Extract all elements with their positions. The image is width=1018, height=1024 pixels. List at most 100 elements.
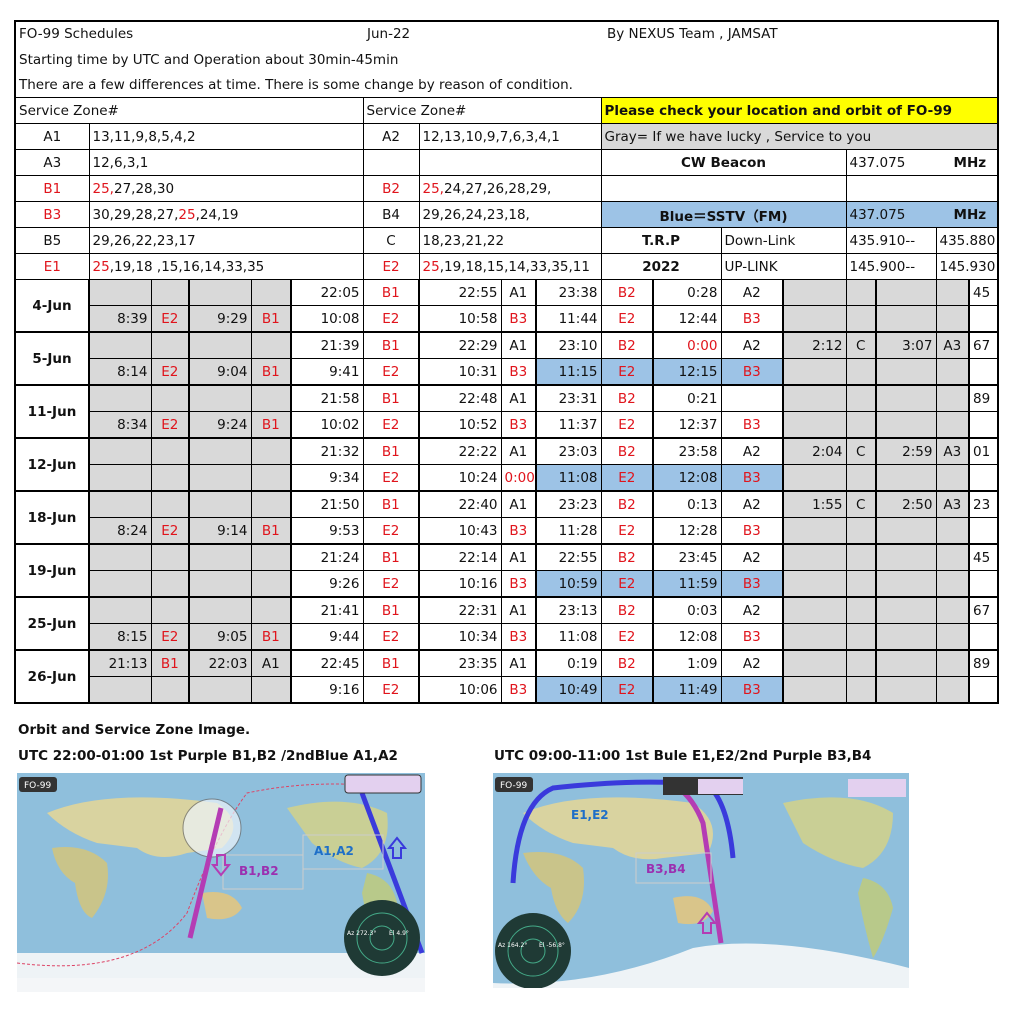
- up-arrow-icon: [386, 836, 408, 859]
- schedule-row: 8:39 E2 9:29 B1 10:08 E2 10:58 B3 11:44 E2 12:44 B3: [15, 305, 999, 333]
- pass-zone: [935, 623, 970, 651]
- pass-zone: [845, 543, 877, 571]
- zone-label: A2: [362, 123, 420, 150]
- pass-zone: [935, 411, 970, 439]
- pass-zone: [250, 384, 292, 412]
- pass-zone: A3: [935, 437, 970, 465]
- pass-time: [782, 570, 847, 598]
- zone-label: [362, 149, 420, 176]
- pass-number: 45: [967, 543, 999, 571]
- pass-number-empty: [967, 517, 999, 545]
- frequency: 437.075: [849, 154, 906, 171]
- pass-zone: E2: [362, 358, 420, 386]
- cw-beacon-label: CW Beacon: [600, 149, 847, 176]
- pass-zone: B3: [500, 305, 537, 333]
- pass-zone: [935, 305, 970, 333]
- operation-note: Starting time by UTC and Operation about…: [14, 47, 999, 72]
- pass-date: 5-Jun: [14, 331, 90, 386]
- pass-zone: E2: [362, 305, 420, 333]
- zone-numbers: 29,26,22,23,17: [88, 227, 364, 254]
- pass-time: [875, 279, 937, 306]
- pass-zone: A2: [720, 649, 784, 677]
- pass-zone: A2: [720, 279, 784, 306]
- pass-time: [875, 649, 937, 677]
- zone-numbers: 25,27,28,30: [88, 175, 364, 202]
- pass-zone: B2: [600, 331, 654, 359]
- uplink-from: 145.900--: [845, 253, 937, 280]
- pass-time: 11:08: [535, 623, 602, 651]
- schedule-row: 9:16 E2 10:06 B3 10:49 E2 11:49 B3: [15, 676, 999, 704]
- pass-time: 10:43: [418, 517, 502, 545]
- pass-time: 22:45: [290, 649, 364, 677]
- pass-time: 23:10: [535, 331, 602, 359]
- pass-zone: [935, 596, 970, 624]
- pass-zone: A1: [500, 384, 537, 412]
- pass-time: 8:34: [88, 411, 152, 439]
- pass-zone: B2: [600, 490, 654, 518]
- pass-zone: A3: [935, 331, 970, 359]
- zone-number-list: 24,27,26,28,29,: [443, 180, 552, 197]
- pass-zone: [845, 411, 877, 439]
- pass-time: [88, 490, 152, 518]
- pass-number-empty: [967, 305, 999, 333]
- pass-date: 18-Jun: [14, 490, 90, 545]
- map2-badge: FO-99: [500, 781, 527, 791]
- pass-time: 0:00: [652, 331, 722, 359]
- pass-zone: [150, 279, 190, 306]
- schedule-row: 5-Jun 21:39 B1 22:29 A1 23:10 B2 0:00 A2 2:12 C 3:0…: [14, 331, 999, 386]
- pass-time: 9:44: [290, 623, 364, 651]
- map1-azimuth: Az 272.3°: [347, 930, 376, 937]
- pass-zone: E2: [150, 517, 190, 545]
- pass-time: 0:21: [652, 384, 722, 412]
- pass-zone: [150, 490, 190, 518]
- pass-time: [782, 676, 847, 704]
- zone-numbers: 12,13,10,9,7,6,3,4,1: [418, 123, 602, 150]
- pass-zone: [845, 570, 877, 598]
- pass-number: 01: [967, 437, 999, 465]
- pass-number-empty: [967, 570, 999, 598]
- zone-row: A3 12,6,3,1 CW Beacon 437.075 MHz: [14, 149, 999, 176]
- radar-icon: [344, 900, 420, 976]
- pass-date: 19-Jun: [14, 543, 90, 598]
- uplink-label: UP-LINK: [720, 253, 847, 280]
- pass-zone: B3: [500, 570, 537, 598]
- pass-time: [188, 676, 252, 704]
- pass-time: [782, 411, 847, 439]
- downlink-from: 435.910--: [845, 227, 937, 254]
- pass-zone: A2: [720, 331, 784, 359]
- pass-time: 12:15: [652, 358, 722, 386]
- pass-number-empty: [967, 676, 999, 704]
- pass-zone: B2: [600, 543, 654, 571]
- pass-time: [88, 279, 152, 306]
- map2-purple-label: B3,B4: [646, 862, 686, 876]
- zone-number-list: 12,6,3,1: [92, 154, 149, 171]
- zone-number-list: 25,: [92, 180, 114, 197]
- zone-number-list: 25,: [422, 180, 444, 197]
- pass-zone: [845, 649, 877, 677]
- pass-time: 9:14: [188, 517, 252, 545]
- pass-zone: E2: [362, 517, 420, 545]
- pass-time: 12:08: [652, 623, 722, 651]
- pass-zone: A1: [500, 490, 537, 518]
- pass-time: 9:29: [188, 305, 252, 333]
- zone-label: B2: [362, 175, 420, 202]
- pass-time: 9:34: [290, 464, 364, 492]
- down-arrow-icon: [210, 854, 232, 877]
- pass-zone: B1: [250, 358, 292, 386]
- pass-zone: A1: [500, 331, 537, 359]
- map2-azimuth: Az 164.2°: [498, 942, 527, 949]
- pass-time: 23:31: [535, 384, 602, 412]
- pass-time: 10:24: [418, 464, 502, 492]
- pass-zone: [935, 384, 970, 412]
- schedule-row: 18-Jun 21:50 B1 22:40 A1 23:23 B2 0:13 A2 1:55 C 2:…: [14, 490, 999, 545]
- pass-zone: E2: [362, 570, 420, 598]
- pass-zone: B2: [600, 596, 654, 624]
- schedule-row: 9:26 E2 10:16 B3 10:59 E2 11:59 B3: [15, 570, 999, 598]
- zone-label: B5: [14, 227, 90, 254]
- pass-zone: 0:00: [500, 464, 537, 492]
- pass-zone: B1: [150, 649, 190, 677]
- pass-time: [782, 517, 847, 545]
- schedule-row: 8:34 E2 9:24 B1 10:02 E2 10:52 B3 11:37 E2 12:37 B3: [15, 411, 999, 439]
- pass-zone: B1: [362, 596, 420, 624]
- pass-time: [875, 623, 937, 651]
